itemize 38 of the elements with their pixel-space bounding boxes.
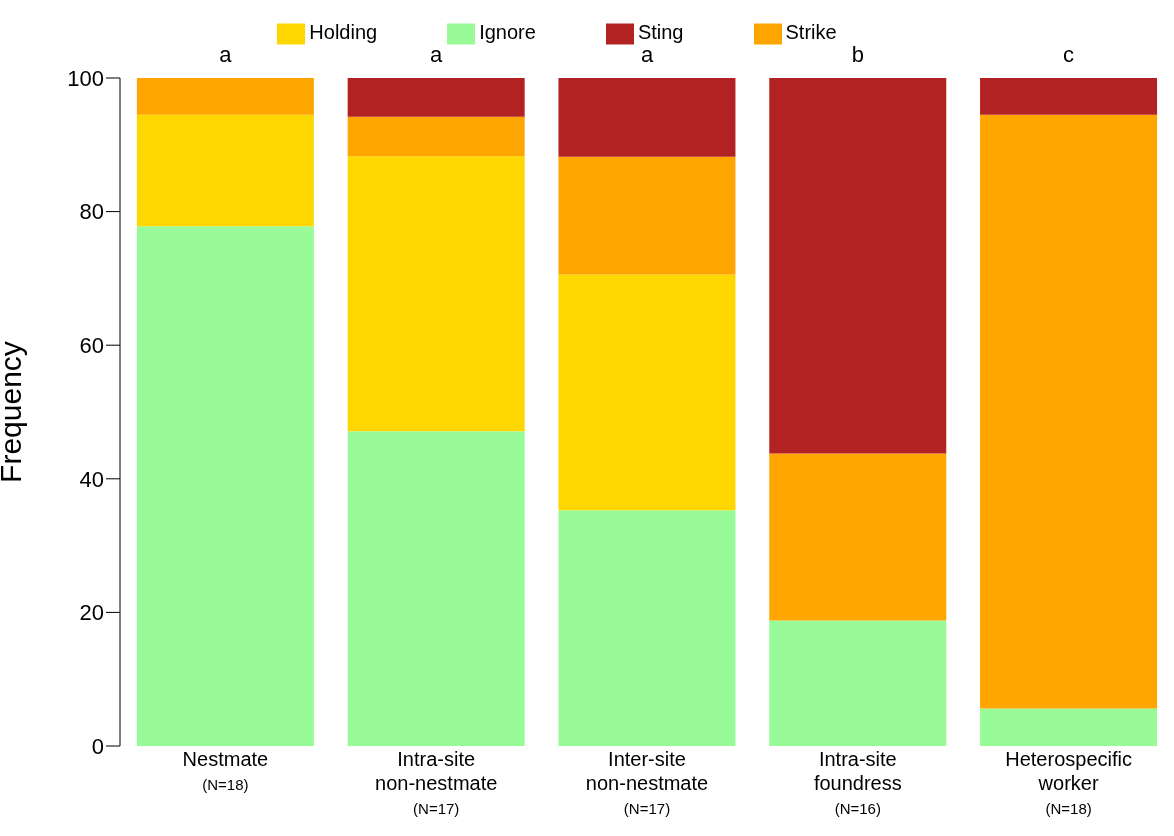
x-tick-label: Nestmate (N=18) <box>182 748 269 793</box>
bar <box>347 78 525 117</box>
bar <box>347 156 525 432</box>
x-tick-label: Intra-site non-nestmate (N=17) <box>375 748 498 817</box>
annotation: a <box>219 42 233 67</box>
bar <box>980 78 1158 115</box>
legend-label: Ignore <box>479 21 536 44</box>
annotation: b <box>851 42 864 67</box>
bar <box>136 226 314 746</box>
legend-label: Strike <box>785 21 837 44</box>
y-tick-label: 80 <box>79 199 104 225</box>
y-tick-label: 60 <box>79 333 104 359</box>
legend-label: Sting <box>637 21 684 44</box>
annotation: a <box>640 42 654 67</box>
x-tick-label: Inter-site non-nestmate (N=17) <box>585 748 709 817</box>
annotation: c <box>1063 42 1075 67</box>
y-tick-label: 100 <box>67 65 104 91</box>
bar <box>769 620 947 746</box>
y-tick-label: 20 <box>79 600 104 626</box>
bar <box>347 431 525 746</box>
bar <box>980 708 1158 746</box>
bar <box>136 78 314 115</box>
bar <box>347 116 525 157</box>
bar <box>136 114 314 227</box>
y-tick-label: 40 <box>79 466 104 492</box>
x-tick-label: Heterospecific worker (N=18) <box>1005 748 1132 817</box>
bar <box>558 510 736 746</box>
bar <box>769 78 947 454</box>
bar <box>769 453 947 621</box>
bar <box>558 274 736 511</box>
annotation: a <box>430 42 444 67</box>
y-axis-title: Frequency <box>0 341 27 483</box>
legend-label: Holding <box>309 21 378 44</box>
bar <box>558 156 736 275</box>
bar <box>558 78 736 157</box>
x-tick-label: Intra-site foundress (N=16) <box>813 748 902 817</box>
y-tick-label: 0 <box>91 733 104 759</box>
bar <box>980 114 1158 709</box>
